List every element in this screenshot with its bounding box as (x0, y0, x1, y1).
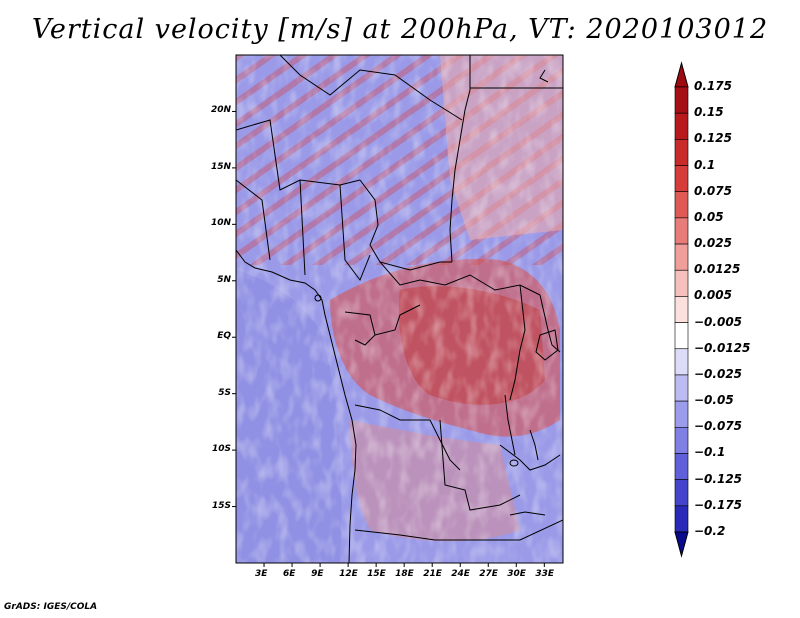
x-tick-label: 30E (507, 569, 526, 579)
y-axis-ticks (232, 110, 236, 508)
colorbar-label: −0.1 (694, 445, 726, 460)
colorbar-label: −0.05 (694, 393, 734, 408)
colorbar-label: 0.005 (694, 288, 732, 303)
x-tick-label: 9E (311, 569, 324, 579)
colorbar-label: −0.005 (694, 314, 743, 329)
coastline-west (236, 249, 357, 563)
colorbar-swatch (674, 243, 689, 271)
y-tick-label: 20N (210, 105, 231, 116)
border-angola-drc (354, 404, 461, 471)
border-sudan-west (449, 55, 471, 263)
x-tick-label: 15E (367, 569, 386, 579)
colorbar-swatch (674, 453, 689, 480)
colorbar-swatch (674, 217, 689, 245)
figure-title: Vertical velocity [m/s] at 200hPa, VT: 2… (31, 14, 769, 45)
x-tick-label: 33E (535, 569, 554, 579)
colorbar-swatch (674, 505, 689, 533)
colorbar-label: 0.025 (694, 236, 732, 251)
border-congo (374, 304, 421, 336)
field-speckle (236, 55, 563, 563)
lake-bangweulu (509, 459, 519, 467)
vertical-velocity-field (236, 55, 563, 563)
colorbar-swatch (674, 139, 689, 166)
colorbar-label: 0.125 (694, 131, 732, 146)
y-tick-label: 5N (217, 274, 231, 285)
island-bioko (314, 294, 322, 302)
colorbar-label: 0.075 (694, 183, 732, 198)
border-zambia (439, 419, 521, 511)
border-chad (359, 179, 452, 271)
colorbar-label: −0.025 (694, 366, 743, 381)
y-tick-label: 15N (210, 161, 231, 172)
colorbar-bottom-arrow (674, 531, 689, 558)
colorbar-label: −0.175 (694, 497, 743, 512)
x-tick-label: 27E (479, 569, 498, 579)
colorbar-swatch (674, 348, 689, 376)
colorbar-swatch (674, 374, 689, 402)
x-tick-label: 21E (423, 569, 442, 579)
y-tick-label: EQ (217, 331, 231, 342)
colorbar-label: 0.15 (694, 105, 724, 120)
border-nigeria-west (299, 179, 306, 276)
lake-malawi (529, 429, 539, 461)
lake-kariba (509, 511, 546, 516)
lake-victoria (535, 329, 559, 361)
colorbar-label: −0.0125 (694, 340, 751, 355)
colorbar-swatch (674, 426, 689, 454)
colorbar-label: 0.0125 (694, 262, 741, 277)
footer-credit: GrADS: IGES/COLA (4, 602, 98, 612)
y-tick-label: 10N (210, 218, 231, 229)
colorbar-label: 0.05 (694, 209, 724, 224)
border-sahara-b (236, 119, 361, 191)
x-tick-label: 12E (339, 569, 358, 579)
x-tick-label: 18E (395, 569, 414, 579)
coast-red-sea (539, 69, 549, 83)
x-tick-label: 24E (451, 569, 470, 579)
border-sahara-a (279, 55, 463, 121)
colorbar-swatch (674, 400, 689, 428)
x-axis-ticks (263, 563, 545, 567)
colorbar-label: −0.2 (694, 524, 726, 538)
colorbar-swatch (674, 165, 689, 193)
colorbar-swatch (674, 191, 689, 219)
colorbar-swatch (674, 112, 689, 140)
colorbar-top-arrow (674, 61, 689, 88)
border-uganda (539, 294, 561, 353)
colorbar-label: −0.075 (694, 419, 743, 434)
colorbar-swatch (674, 269, 689, 297)
y-tick-label: 10S (211, 444, 231, 455)
colorbar (674, 61, 689, 558)
border-drc-east (509, 284, 526, 401)
coastlines-borders (236, 55, 563, 563)
colorbar-swatch (674, 479, 689, 507)
colorbar-label: 0.1 (694, 157, 716, 172)
border-west-africa (236, 179, 271, 261)
border-nigeria-east (339, 184, 371, 282)
border-namibia (354, 519, 563, 541)
border-malawi (499, 444, 561, 471)
x-tick-label: 3E (255, 569, 268, 579)
y-tick-label: 15S (211, 500, 231, 511)
colorbar-swatch (674, 322, 689, 350)
colorbar-swatch (674, 296, 689, 323)
y-tick-label: 5S (218, 387, 231, 398)
border-car (379, 261, 541, 296)
colorbar-swatch (674, 86, 689, 114)
lake-tanganyika (504, 394, 516, 456)
colorbar-label: 0.175 (694, 79, 732, 93)
x-tick-label: 6E (283, 569, 296, 579)
colorbar-label: −0.125 (694, 471, 743, 486)
map-frame (235, 54, 564, 564)
